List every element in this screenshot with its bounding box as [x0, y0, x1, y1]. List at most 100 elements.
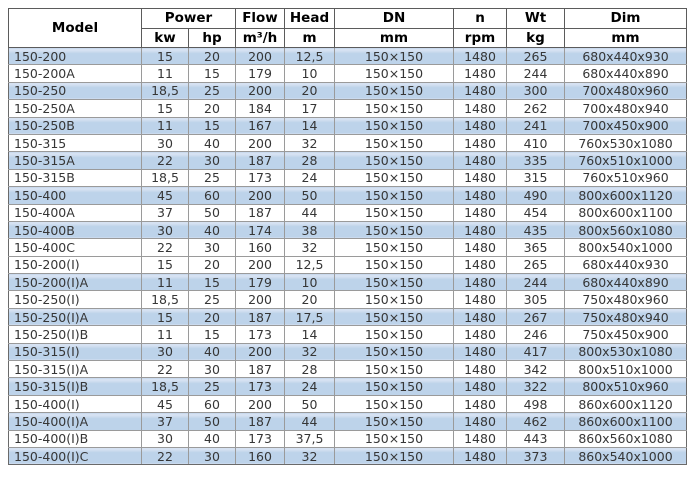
cell-dn: 150×150	[334, 151, 454, 170]
col-header-head: Head	[284, 8, 335, 29]
cell-dn: 150×150	[334, 168, 454, 188]
cell-flow: 174	[235, 220, 285, 240]
cell-wt: 244	[506, 273, 565, 292]
table-row: 150-250B 11 15 167 14 150×150 1480 241 700x450x9…	[8, 116, 687, 135]
cell-dim: 800x540x1000	[564, 238, 687, 257]
cell-rpm: 1480	[453, 220, 507, 240]
cell-model: 150-200A	[8, 64, 142, 83]
cell-dim: 800x560x1080	[564, 220, 687, 240]
cell-head: 32	[284, 342, 335, 362]
cell-wt: 322	[506, 377, 565, 396]
header-row-groups: Model Power Flow Head DN n Wt Dim	[8, 8, 687, 48]
cell-rpm: 1480	[453, 203, 507, 222]
cell-dim: 680x440x890	[564, 64, 687, 83]
cell-wt: 305	[506, 290, 565, 309]
cell-wt: 373	[506, 446, 565, 466]
cell-dim: 700x480x960	[564, 81, 687, 101]
cell-wt: 498	[506, 394, 565, 414]
cell-rpm: 1480	[453, 168, 507, 188]
cell-model: 150-250(I)A	[8, 307, 142, 327]
cell-dn: 150×150	[334, 360, 454, 379]
cell-kw: 15	[141, 46, 189, 66]
cell-wt: 417	[506, 342, 565, 362]
cell-kw: 11	[141, 325, 189, 344]
cell-dn: 150×150	[334, 255, 454, 275]
cell-flow: 200	[235, 342, 285, 362]
cell-flow: 173	[235, 429, 285, 448]
cell-dim: 860x540x1000	[564, 446, 687, 466]
cell-kw: 11	[141, 116, 189, 135]
table-row: 150-200(I)A 11 15 179 10 150×150 1480 244 680x44…	[8, 273, 687, 292]
cell-model: 150-250(I)	[8, 290, 142, 309]
table-row: 150-400A 37 50 187 44 150×150 1480 454 800x600x1…	[8, 203, 687, 222]
cell-model: 150-400(I)B	[8, 429, 142, 448]
cell-hp: 15	[188, 116, 236, 135]
cell-dn: 150×150	[334, 307, 454, 327]
cell-dn: 150×150	[334, 203, 454, 222]
cell-head: 32	[284, 446, 335, 466]
cell-dn: 150×150	[334, 81, 454, 101]
cell-rpm: 1480	[453, 81, 507, 101]
cell-dn: 150×150	[334, 446, 454, 466]
cell-flow: 200	[235, 290, 285, 309]
table-row: 150-400(I)A 37 50 187 44 150×150 1480 462 860x60…	[8, 412, 687, 431]
table-row: 150-400(I)C 22 30 160 32 150×150 1480 373 860x54…	[8, 446, 687, 466]
cell-hp: 25	[188, 168, 236, 188]
cell-kw: 15	[141, 255, 189, 275]
cell-hp: 60	[188, 186, 236, 205]
unit-header-hp: hp	[188, 27, 236, 48]
cell-kw: 30	[141, 220, 189, 240]
cell-kw: 22	[141, 238, 189, 257]
cell-dn: 150×150	[334, 64, 454, 83]
cell-hp: 50	[188, 412, 236, 431]
cell-flow: 187	[235, 151, 285, 170]
cell-dim: 760x510x1000	[564, 151, 687, 170]
cell-kw: 11	[141, 273, 189, 292]
table-row: 150-315(I) 30 40 200 32 150×150 1480 417 800x530…	[8, 342, 687, 362]
cell-wt: 265	[506, 255, 565, 275]
page: Model Power Flow Head DN n Wt Dim kw hp …	[8, 8, 687, 466]
cell-hp: 50	[188, 203, 236, 222]
cell-hp: 40	[188, 342, 236, 362]
cell-rpm: 1480	[453, 360, 507, 379]
table-row: 150-250(I)B 11 15 173 14 150×150 1480 246 750x45…	[8, 325, 687, 344]
cell-flow: 167	[235, 116, 285, 135]
cell-kw: 18,5	[141, 377, 189, 396]
table-row: 150-250(I)A 15 20 187 17,5 150×150 1480 267 750x…	[8, 307, 687, 327]
cell-dim: 680x440x930	[564, 46, 687, 66]
cell-kw: 18,5	[141, 290, 189, 309]
cell-flow: 184	[235, 99, 285, 118]
cell-rpm: 1480	[453, 64, 507, 83]
cell-flow: 160	[235, 446, 285, 466]
cell-hp: 30	[188, 446, 236, 466]
cell-model: 150-400	[8, 186, 142, 205]
cell-rpm: 1480	[453, 46, 507, 66]
cell-dn: 150×150	[334, 46, 454, 66]
cell-rpm: 1480	[453, 290, 507, 309]
cell-wt: 241	[506, 116, 565, 135]
cell-flow: 187	[235, 412, 285, 431]
table-row: 150-315(I)A 22 30 187 28 150×150 1480 342 800x51…	[8, 360, 687, 379]
cell-head: 44	[284, 412, 335, 431]
cell-rpm: 1480	[453, 116, 507, 135]
cell-model: 150-250(I)B	[8, 325, 142, 344]
cell-kw: 22	[141, 360, 189, 379]
cell-wt: 410	[506, 133, 565, 153]
cell-hp: 15	[188, 64, 236, 83]
cell-model: 150-250A	[8, 99, 142, 118]
cell-model: 150-200	[8, 46, 142, 66]
cell-model: 150-400B	[8, 220, 142, 240]
cell-hp: 20	[188, 307, 236, 327]
table-row: 150-400 45 60 200 50 150×150 1480 490 800x600x11…	[8, 186, 687, 205]
cell-dim: 800x530x1080	[564, 342, 687, 362]
cell-head: 12,5	[284, 46, 335, 66]
cell-dn: 150×150	[334, 116, 454, 135]
cell-head: 50	[284, 186, 335, 205]
unit-header-dim: mm	[564, 27, 687, 48]
cell-dim: 860x600x1120	[564, 394, 687, 414]
cell-model: 150-250	[8, 81, 142, 101]
cell-rpm: 1480	[453, 255, 507, 275]
cell-wt: 490	[506, 186, 565, 205]
cell-kw: 30	[141, 133, 189, 153]
cell-wt: 244	[506, 64, 565, 83]
